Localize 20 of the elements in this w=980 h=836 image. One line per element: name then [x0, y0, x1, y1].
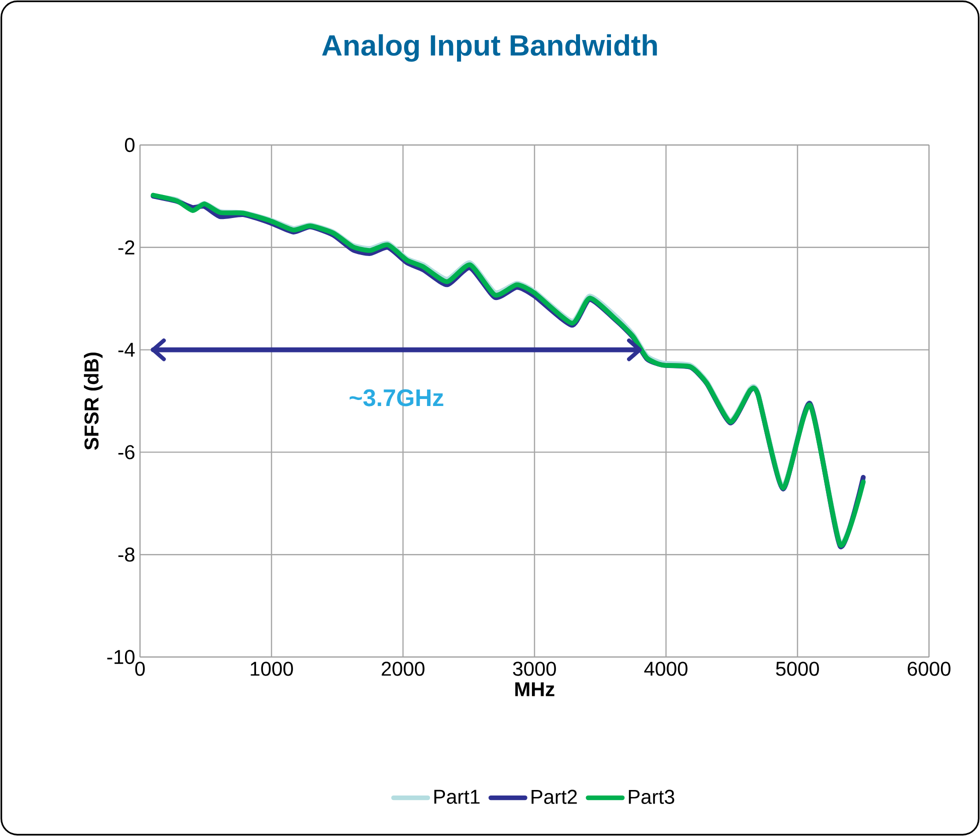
- y-axis-title: SFSR (dB): [84, 352, 103, 450]
- chart-title: Analog Input Bandwidth: [322, 34, 657, 62]
- y-tick-label: -4: [118, 342, 135, 357]
- x-tick-label: 3000: [513, 662, 556, 676]
- x-tick-label: 0: [135, 662, 145, 676]
- x-tick-label: 4000: [644, 662, 688, 676]
- y-tick-label: 0: [124, 138, 134, 152]
- y-tick-label: -2: [118, 240, 134, 254]
- y-tick-label: -8: [118, 548, 134, 562]
- y-tick-label: -6: [118, 445, 134, 460]
- legend-label: Part3: [628, 790, 674, 804]
- legend-label: Part1: [434, 790, 480, 804]
- legend-label: Part2: [532, 790, 577, 804]
- x-tick-label: 6000: [908, 662, 950, 676]
- x-axis-title: MHz: [515, 682, 554, 696]
- x-tick-label: 1000: [250, 662, 293, 676]
- x-tick-label: 5000: [776, 662, 819, 676]
- annotation: ~3.7GHz: [350, 389, 444, 406]
- x-tick-label: 2000: [382, 662, 424, 676]
- y-tick-label: -10: [107, 650, 134, 664]
